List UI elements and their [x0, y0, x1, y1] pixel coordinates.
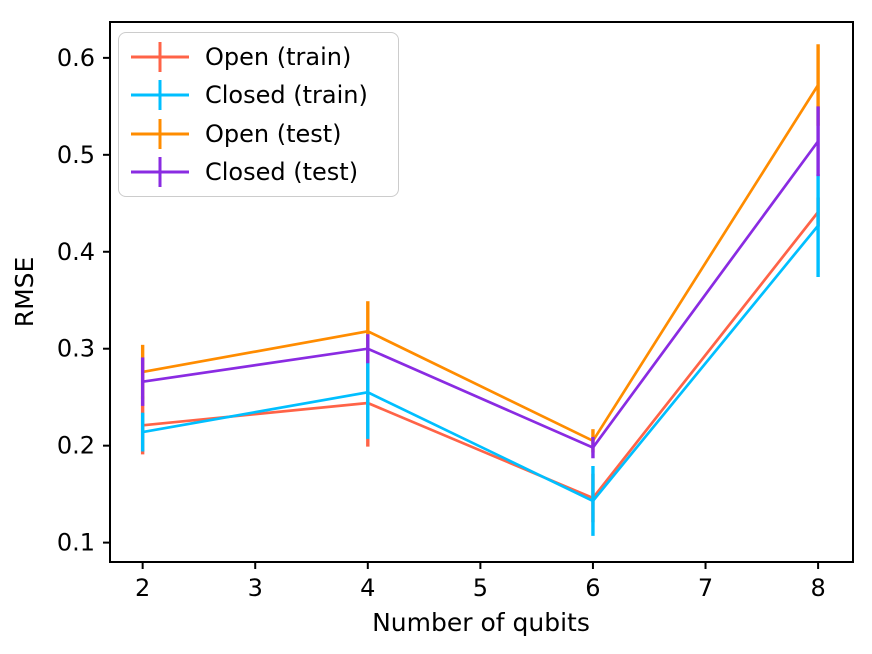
errorbar-sample-icon — [131, 80, 189, 111]
legend-label: Closed (test) — [205, 157, 359, 186]
series-line-open-test — [142, 84, 820, 443]
legend: Open (train) Closed (train) Open (test) … — [118, 32, 399, 197]
errorbar-sample-icon — [131, 118, 189, 149]
x-axis-label: Number of qubits — [372, 608, 590, 637]
legend-label: Open (test) — [205, 119, 342, 148]
y-tick-label: 0.2 — [57, 432, 95, 460]
x-tick-label: 2 — [135, 574, 150, 602]
y-axis-label: RMSE — [10, 257, 39, 328]
y-tick-label: 0.5 — [57, 141, 95, 169]
x-tick-label: 5 — [473, 574, 488, 602]
errorbar-sample-icon — [131, 156, 189, 187]
y-tick-label: 0.6 — [57, 44, 95, 72]
legend-label: Closed (train) — [205, 81, 368, 110]
series-line-closed-test — [142, 140, 820, 450]
legend-item-open-train: Open (train) — [129, 40, 390, 74]
y-tick-label: 0.3 — [57, 335, 95, 363]
series-line-open-train — [142, 211, 820, 500]
series-line-closed-train — [142, 224, 820, 503]
x-tick-label: 4 — [360, 574, 375, 602]
x-tick-label: 8 — [810, 574, 825, 602]
x-tick-label: 6 — [585, 574, 600, 602]
errorbar-sample-icon — [131, 42, 189, 73]
plot-frame — [109, 21, 854, 563]
x-tick-label: 7 — [698, 574, 713, 602]
y-tick-label: 0.4 — [57, 238, 95, 266]
legend-label: Open (train) — [205, 43, 352, 72]
legend-item-open-test: Open (test) — [129, 117, 390, 151]
x-tick-label: 3 — [248, 574, 263, 602]
legend-item-closed-train: Closed (train) — [129, 78, 390, 112]
legend-item-closed-test: Closed (test) — [129, 155, 390, 189]
y-tick-label: 0.1 — [57, 529, 95, 557]
